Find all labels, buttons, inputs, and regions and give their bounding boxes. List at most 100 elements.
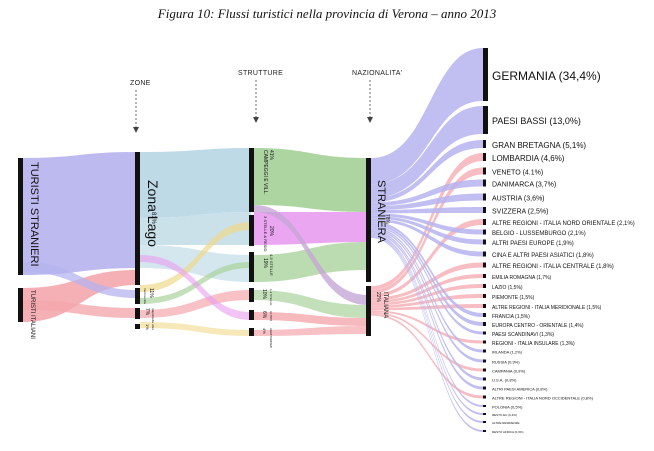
value-agriturismi: 4% [262,328,267,334]
destination-label: EMILIA ROMAGNA (1,7%) [492,275,552,281]
flow-lago-altro [140,255,251,320]
destination-node [483,395,486,399]
destination-label: ALTRE REGIONI - ITALIA NORD OCCIDENTALE … [492,395,594,400]
node-12stelle [249,288,254,302]
destination-label: GRAN BRETAGNA (5,1%) [492,141,586,150]
destination-node [483,239,486,245]
label-straniera: STRANIERA [375,180,387,244]
flow-altro-italiana [254,312,368,326]
flow-stranieri-lago [22,152,137,275]
destination-node [483,294,486,298]
flow-italiani-verona [22,300,137,318]
destination-node [483,229,486,235]
column-label-strutture: STRUTTURE [238,70,283,77]
destination-node [483,153,486,161]
node-zona-lago [135,152,140,285]
flow-12stelle-italiana [254,290,368,318]
value-straniera: 78% [384,214,390,225]
node-straniera [366,158,371,282]
destination-label: VENETO (4.1%) [492,169,543,176]
label-verona-citta: Verona città [143,288,147,304]
destination-label: PIEMONTE (1,5%) [492,295,535,301]
label-45stelle: 4-5 STELLE [269,254,274,276]
flow-campeggi-straniera [254,148,368,212]
flow-bands [22,148,368,336]
destination-flow [371,262,483,301]
destination-label: RESTO AFRICA (0,3%) [492,430,523,434]
flow-agriturismi-italiana [254,326,368,336]
destination-node [483,377,486,381]
destination-label: SVIZZERA (2,5%) [492,208,548,215]
destination-label: BELGIO - LUSSEMBURGO (2,1%) [492,231,586,237]
label-altro-zona: Altro [151,324,155,331]
destination-label: ALTRI PAESI AMERICA (0,8%) [492,386,548,391]
destination-flow [371,140,483,203]
flow-lago-campeggi [140,148,251,218]
flow-verona-3stelle [140,222,251,292]
destination-node [483,413,486,415]
node-paesi-bassi [483,106,488,134]
destination-node [483,140,486,148]
destination-node [483,405,486,407]
destination-flow [371,215,483,245]
destination-node [483,349,486,353]
node-campeggi [249,148,254,212]
destination-flow [371,193,483,210]
arrow-heads [133,117,373,133]
column-label-zone: ZONE [130,80,151,87]
node-agriturismi [249,328,254,336]
value-altro-zona: 1% [145,324,150,330]
destination-node [483,219,486,225]
node-italiana [366,286,371,336]
value-verona-citta: 11% [148,288,154,298]
destination-node [483,331,486,335]
destination-node [483,167,486,175]
node-3stelle [249,215,254,246]
label-altro-struttura: ALTRO [269,311,273,321]
destination-node [483,421,486,423]
value-italiana: 22% [375,292,381,303]
value-12stelle: 10% [261,289,267,300]
nodes [18,48,488,336]
destination-node [483,193,486,201]
destination-label: ALTRI PAESI EUROPE (1,9%) [492,241,574,247]
destination-label: FRANCIA (1,5%) [492,314,530,320]
label-12stelle: 1-2 STELLE [269,289,273,305]
destination-node [483,262,486,268]
destination-flow [371,48,483,185]
value-campeggi: 41% [268,150,274,161]
destination-labels: GERMANIA (34,4%) PAESI BASSI (13,0%) GRAN … [483,69,635,434]
destination-label: ALTRE REGIONI - ITALIA MERIDIONALE (1,5%… [492,305,602,311]
value-altro-struttura: 6% [261,311,267,319]
destination-label: ALTRE REGIONI - ITALIA CENTRALE (1,8%) [492,264,614,270]
destination-flow [371,310,483,344]
destination-flow [371,294,483,308]
destination-label: GERMANIA (34,4%) [492,69,601,83]
destination-label: LAZIO (1,5%) [492,285,523,291]
destination-label: RUSSIA (0,9%) [492,359,520,364]
destination-label: DANIMARCA (3,7%) [492,181,556,188]
flow-verona-12stelle [140,290,251,318]
destination-label: ALTRE REGIONI - ITALIA NORD ORIENTALE (2… [492,221,635,227]
destination-node [483,274,486,278]
destination-flow [371,213,483,235]
label-agriturismi: AGRITURISMI [269,328,273,348]
destination-label: POLONIA (0,5%) [492,404,523,409]
label-valpolicella: Valpolicella [151,308,155,323]
destination-label: EUROPA CENTRO - ORIENTALE (1,4%) [492,323,584,329]
value-valpolicella: 7% [144,308,150,316]
node-turisti-stranieri [18,158,23,275]
flow-stranieri-verona [22,262,137,298]
destination-label: CINA E ALTRI PAESI ASIATICI (1,8%) [492,253,594,259]
destination-node [483,359,486,363]
node-45stelle [249,252,254,282]
destination-label: IRLANDA (1,2%) [492,349,523,354]
destination-node [483,368,486,372]
destination-node [483,386,486,390]
label-turisti-stranieri: TURISTI STRANIERI [28,162,40,267]
node-altro-struttura [249,310,254,320]
node-valpolicella [135,308,140,319]
destination-node [483,284,486,288]
figure-title: Figura 10: Flussi turistici nella provin… [157,6,497,21]
